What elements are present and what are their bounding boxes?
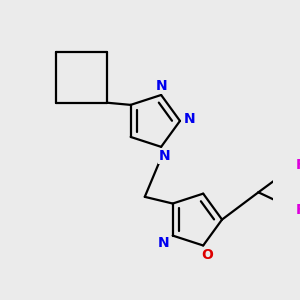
Text: N: N <box>183 112 195 126</box>
Text: N: N <box>155 79 167 93</box>
Text: F: F <box>296 158 300 172</box>
Text: F: F <box>296 203 300 218</box>
Text: N: N <box>158 236 170 250</box>
Text: O: O <box>201 248 213 262</box>
Text: N: N <box>159 149 171 163</box>
